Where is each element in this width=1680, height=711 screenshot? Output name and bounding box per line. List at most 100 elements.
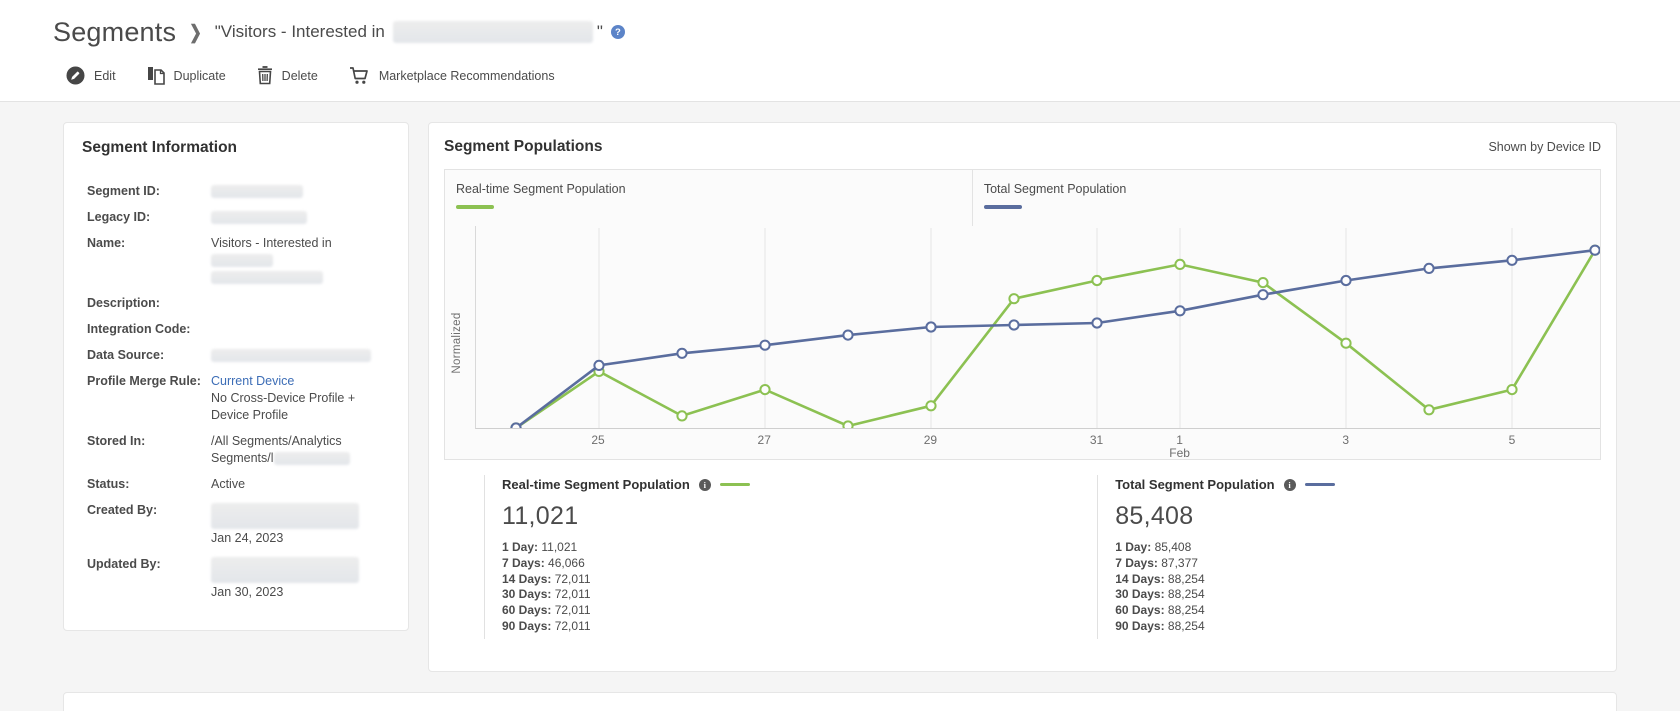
duplicate-button[interactable]: Duplicate [147, 66, 226, 85]
duplicate-label: Duplicate [173, 68, 226, 83]
plot-area[interactable] [475, 226, 1600, 429]
data-point[interactable] [1257, 289, 1269, 301]
stat-list-item: 7 Days: 87,377 [1115, 555, 1198, 570]
segment-information-title: Segment Information [82, 139, 238, 156]
page-title-text: "Visitors - Interested in [214, 22, 385, 41]
redacted-value [211, 254, 273, 268]
help-icon[interactable]: ? [610, 25, 625, 39]
x-tick-label: 5 [1508, 433, 1516, 447]
info-field-row: Description: [87, 295, 390, 312]
data-point[interactable] [1008, 293, 1020, 305]
data-point[interactable] [1340, 337, 1352, 349]
x-axis-tick-labels: 25 27 29 31 1 Feb 3 5 [475, 429, 1600, 460]
page-title-suffix: " [596, 22, 603, 41]
realtime-series-swatch [456, 205, 494, 209]
data-point[interactable] [1589, 244, 1600, 256]
redacted-value [211, 503, 359, 529]
redacted-value [211, 271, 323, 285]
segment-info-rows: Segment ID: Legacy ID: Name: Visitors - Int… [87, 183, 390, 601]
data-point[interactable] [676, 347, 688, 359]
line-chart-svg [510, 228, 1600, 428]
next-section-panel [63, 692, 1617, 711]
field-label: Updated By: [87, 557, 161, 571]
data-point[interactable] [842, 329, 854, 341]
info-field-row: Status: Active [87, 476, 390, 493]
page-title: "Visitors - Interested in " ? [215, 21, 625, 43]
realtime-series-line [515, 249, 1597, 428]
data-point[interactable] [1174, 258, 1186, 271]
shown-by-device-id-label: Shown by Device ID [1488, 140, 1601, 154]
data-point[interactable] [1091, 274, 1103, 287]
marketplace-recommendations-button[interactable]: Marketplace Recommendations [349, 66, 555, 85]
stat-list-item: 60 Days: 88,254 [1115, 603, 1205, 618]
field-label: Created By: [87, 503, 158, 517]
field-value: Active [211, 476, 390, 493]
chart-header-realtime[interactable]: Real-time Segment Population [445, 170, 973, 226]
field-value [211, 321, 390, 338]
info-icon[interactable]: i [1283, 478, 1296, 491]
data-point[interactable] [593, 359, 605, 371]
population-trend-chart: Real-time Segment Population Total Segme… [444, 169, 1601, 460]
x-tick-label: 31 [1089, 433, 1104, 447]
redacted-value [211, 185, 303, 199]
field-value: Visitors - Interested in [211, 235, 390, 286]
main-content: Segment Information Segment ID: Legacy ID… [0, 102, 1680, 672]
stat-list-item: 90 Days: 88,254 [1115, 618, 1205, 633]
redacted-title [392, 21, 593, 43]
field-label: Legacy ID: [87, 210, 151, 224]
field-value [211, 209, 390, 226]
total-stat-block: Total Segment Population i 85,408 1 Day:… [1057, 475, 1601, 639]
data-point[interactable] [1506, 384, 1518, 396]
field-value [211, 183, 390, 200]
data-point[interactable] [842, 420, 854, 428]
breadcrumb-root[interactable]: Segments [53, 16, 177, 47]
stat-list-item: 30 Days: 72,011 [502, 587, 591, 602]
data-point[interactable] [925, 321, 937, 333]
info-field-row: Integration Code: [87, 321, 390, 338]
data-point[interactable] [1423, 262, 1435, 275]
field-label: Profile Merge Rule: [87, 374, 201, 388]
data-point[interactable] [1506, 254, 1518, 266]
realtime-headline-value: 11,021 [502, 502, 579, 530]
field-value: Current Device No Cross-Device Profile + … [211, 373, 390, 424]
data-point[interactable] [676, 410, 688, 422]
info-field-row: Created By: Jan 24, 2023 [87, 502, 390, 547]
info-field-row: Name: Visitors - Interested in [87, 235, 390, 286]
field-label: Name: [87, 236, 126, 250]
info-icon[interactable]: i [698, 478, 711, 491]
field-value-text: Jan 24, 2023 [211, 531, 284, 545]
chevron-right-icon: ❯ [189, 22, 202, 44]
info-field-row: Profile Merge Rule: Current Device No Cros… [87, 373, 390, 424]
profile-merge-rule-link[interactable]: Current Device [211, 374, 295, 388]
marketplace-recommendations-label: Marketplace Recommendations [378, 68, 555, 83]
field-value [211, 347, 390, 364]
data-point[interactable] [1091, 317, 1103, 329]
breadcrumb: Segments ❯ "Visitors - Interested in " ? [0, 0, 1680, 52]
data-point[interactable] [759, 384, 771, 396]
total-stat-swatch [1304, 482, 1335, 487]
data-point[interactable] [1174, 305, 1186, 317]
segment-populations-panel: Segment Populations Shown by Device ID R… [428, 122, 1617, 672]
data-point[interactable] [759, 339, 771, 351]
field-label: Data Source: [87, 348, 165, 362]
realtime-stat-swatch [719, 482, 750, 487]
data-point[interactable] [1423, 404, 1435, 416]
data-point[interactable] [510, 422, 522, 428]
stat-list-item: 14 Days: 88,254 [1115, 571, 1205, 586]
edit-button[interactable]: Edit [66, 66, 116, 85]
total-stat-title: Total Segment Population [1115, 477, 1275, 492]
total-series-swatch [983, 205, 1022, 209]
field-value-text: Visitors - Interested in [211, 236, 332, 250]
chart-header-total[interactable]: Total Segment Population [973, 170, 1126, 226]
data-point[interactable] [1340, 274, 1352, 287]
x-tick-label: 27 [757, 433, 771, 447]
data-point[interactable] [1257, 277, 1269, 289]
delete-button[interactable]: Delete [257, 66, 318, 85]
edit-label: Edit [94, 68, 116, 83]
field-label: Status: [87, 477, 130, 491]
toolbar: Edit Duplicate Delete Marketplace Recomm… [0, 52, 1680, 102]
total-headline-value: 85,408 [1115, 502, 1194, 530]
data-point[interactable] [925, 400, 937, 412]
stat-list-item: 60 Days: 72,011 [502, 603, 591, 618]
data-point[interactable] [1008, 319, 1020, 331]
